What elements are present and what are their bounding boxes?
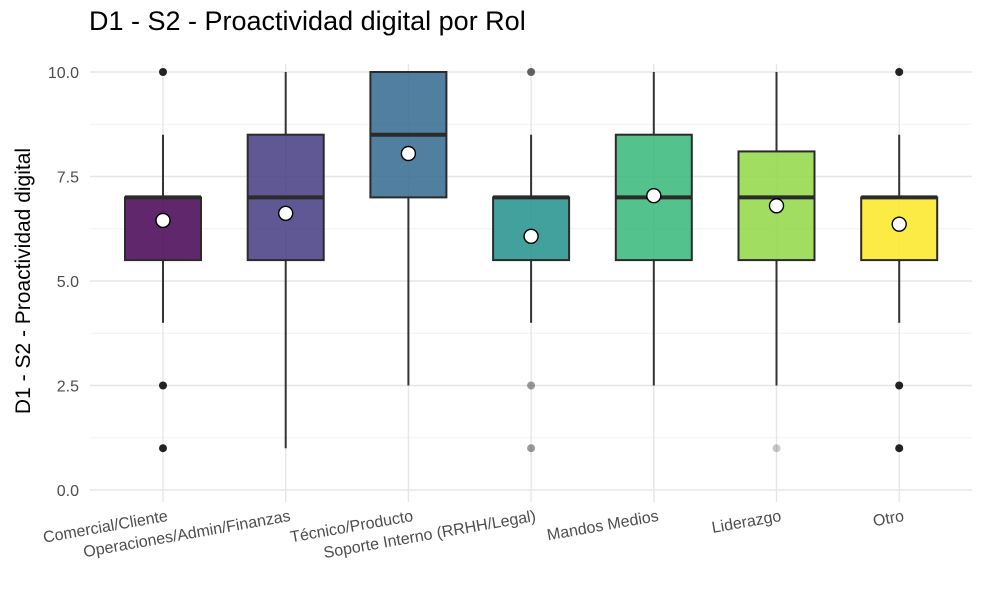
outlier-point xyxy=(159,381,167,390)
mean-point xyxy=(278,205,294,221)
x-tick-label: Operaciones/Admin/Finanzas xyxy=(82,508,292,561)
x-tick-label: Otro xyxy=(872,508,906,530)
mean-point xyxy=(768,198,785,214)
box xyxy=(124,196,202,262)
chart-title: D1 - S2 - Proactividad digital por Rol xyxy=(89,6,526,36)
mean-point xyxy=(646,188,662,204)
box-series xyxy=(124,68,939,453)
outlier-point xyxy=(527,68,536,76)
box-group-2 xyxy=(246,72,325,449)
y-axis-ticks: 0.0 2.5 5.0 7.5 10.0 xyxy=(48,65,79,500)
x-tick-label: Mandos Medios xyxy=(546,508,660,544)
y-tick-label: 5.0 xyxy=(57,274,79,291)
box-group-1 xyxy=(124,68,202,453)
outlier-point xyxy=(527,444,536,453)
y-axis-title: D1 - S2 - Proactividad digital xyxy=(12,148,35,414)
outlier-point xyxy=(772,444,781,453)
mean-point xyxy=(400,145,417,162)
box-group-3 xyxy=(369,71,448,386)
mean-point xyxy=(891,216,907,232)
x-axis-ticks: Comercial/ClienteOperaciones/Admin/Finan… xyxy=(42,508,906,562)
box-group-6 xyxy=(737,72,816,453)
y-tick-label: 10.0 xyxy=(48,65,79,82)
y-tick-label: 7.5 xyxy=(57,170,79,187)
outlier-point xyxy=(895,381,904,390)
x-tick-label: Liderazgo xyxy=(710,508,782,537)
mean-point xyxy=(155,212,171,229)
outlier-point xyxy=(895,68,904,76)
outlier-point xyxy=(159,68,167,76)
outlier-point xyxy=(527,381,536,390)
box-group-4 xyxy=(492,68,571,453)
box-group-7 xyxy=(860,68,939,453)
y-tick-label: 0.0 xyxy=(57,483,79,500)
y-tick-label: 2.5 xyxy=(57,379,79,396)
outlier-point xyxy=(159,444,167,453)
mean-point xyxy=(523,228,539,244)
outlier-point xyxy=(895,444,904,453)
box-group-5 xyxy=(614,72,693,386)
